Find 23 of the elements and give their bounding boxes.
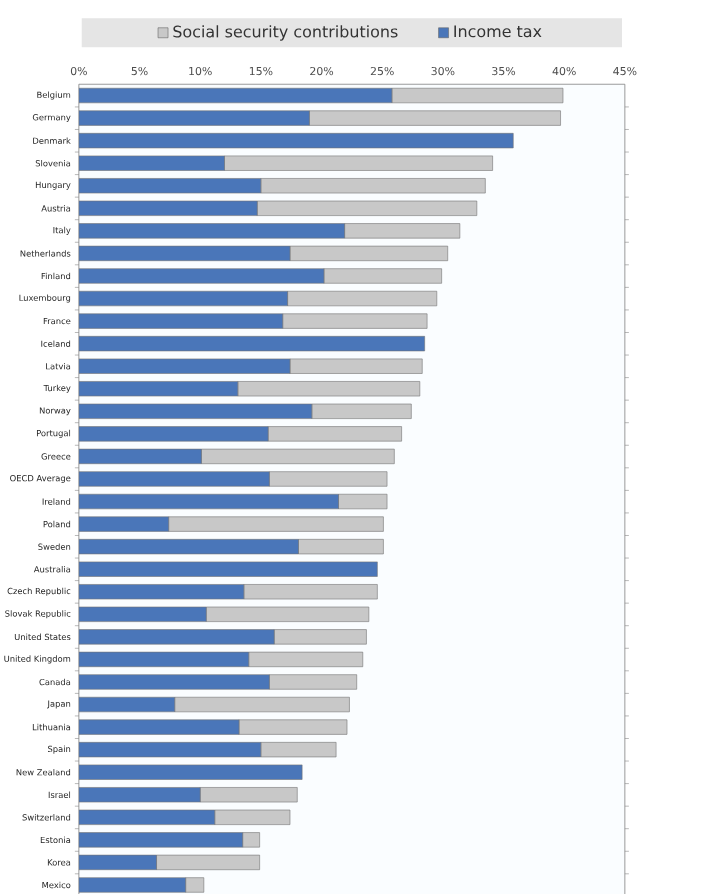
bar [309, 110, 561, 126]
bar [282, 313, 428, 329]
bar [78, 268, 325, 284]
bar [78, 313, 283, 329]
bar [238, 719, 348, 735]
bar [323, 268, 442, 284]
bar [78, 877, 186, 893]
bar [78, 110, 310, 126]
bar [78, 674, 270, 690]
bar [78, 426, 269, 442]
bar [78, 516, 169, 532]
bar [78, 223, 345, 239]
bar [168, 516, 384, 532]
bar [78, 832, 243, 848]
bar [269, 471, 388, 487]
bar [78, 471, 270, 487]
bar [78, 719, 240, 735]
bar [267, 426, 402, 442]
bar [344, 223, 461, 239]
bar [269, 674, 358, 690]
bar [273, 629, 367, 645]
bar [78, 629, 275, 645]
bar [242, 832, 260, 848]
